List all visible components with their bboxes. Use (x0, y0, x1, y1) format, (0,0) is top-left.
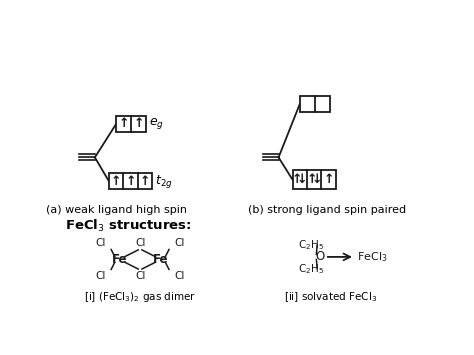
Text: ↓: ↓ (311, 173, 322, 186)
Text: FeCl$_3$: FeCl$_3$ (357, 250, 387, 264)
Bar (292, 170, 336, 189)
Text: (b) strong ligand spin paired: (b) strong ligand spin paired (248, 205, 407, 215)
Text: (a) weak ligand high spin: (a) weak ligand high spin (46, 205, 187, 215)
Text: Cl: Cl (96, 238, 106, 248)
Text: ↓: ↓ (297, 173, 308, 186)
Text: [i] (FeCl$_3$)$_2$ gas dimer: [i] (FeCl$_3$)$_2$ gas dimer (84, 290, 196, 304)
Text: Fe: Fe (153, 253, 168, 266)
Text: ↑: ↑ (118, 118, 129, 130)
Bar (300, 96, 330, 112)
Text: O: O (315, 250, 325, 263)
Text: ↑: ↑ (306, 173, 317, 186)
Text: Cl: Cl (174, 271, 184, 281)
Text: [ii] solvated FeCl$_3$: [ii] solvated FeCl$_3$ (284, 290, 378, 304)
Text: FeCl$_3$ structures:: FeCl$_3$ structures: (65, 218, 191, 234)
Text: C$_2$H$_5$: C$_2$H$_5$ (298, 238, 324, 252)
Text: ↑: ↑ (323, 173, 334, 186)
Text: ↑: ↑ (111, 175, 121, 187)
Bar (109, 173, 152, 189)
Text: ↑: ↑ (134, 118, 144, 130)
Text: ↑: ↑ (292, 173, 302, 186)
Text: e$_g$: e$_g$ (149, 116, 164, 131)
Text: ↑: ↑ (140, 175, 150, 187)
Text: Fe: Fe (112, 253, 128, 266)
Text: Cl: Cl (135, 238, 145, 248)
Text: t$_{2g}$: t$_{2g}$ (155, 173, 173, 190)
Text: C$_2$H$_5$: C$_2$H$_5$ (298, 262, 324, 276)
Text: Cl: Cl (135, 271, 145, 281)
Bar (116, 116, 146, 132)
Text: ↑: ↑ (125, 175, 136, 187)
Text: Cl: Cl (96, 271, 106, 281)
Text: Cl: Cl (174, 238, 184, 248)
